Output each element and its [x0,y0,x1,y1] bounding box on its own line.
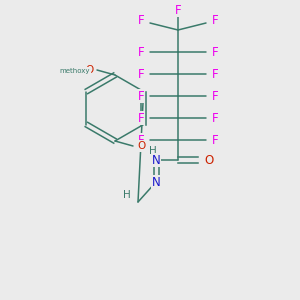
Text: F: F [138,112,144,124]
Text: F: F [212,134,218,146]
Text: F: F [212,68,218,80]
Text: H: H [123,190,131,200]
Text: O: O [137,141,145,151]
Text: F: F [175,4,181,16]
Text: F: F [138,134,144,146]
Text: O: O [85,65,93,75]
Text: F: F [138,68,144,80]
Text: H: H [149,146,157,156]
Text: F: F [212,112,218,124]
Text: methoxy: methoxy [60,68,90,74]
Text: N: N [152,154,160,166]
Text: F: F [212,14,218,26]
Text: F: F [138,14,144,26]
Text: F: F [138,46,144,59]
Text: F: F [212,89,218,103]
Text: N: N [152,176,160,188]
Text: F: F [138,89,144,103]
Text: F: F [212,46,218,59]
Text: O: O [204,154,214,166]
